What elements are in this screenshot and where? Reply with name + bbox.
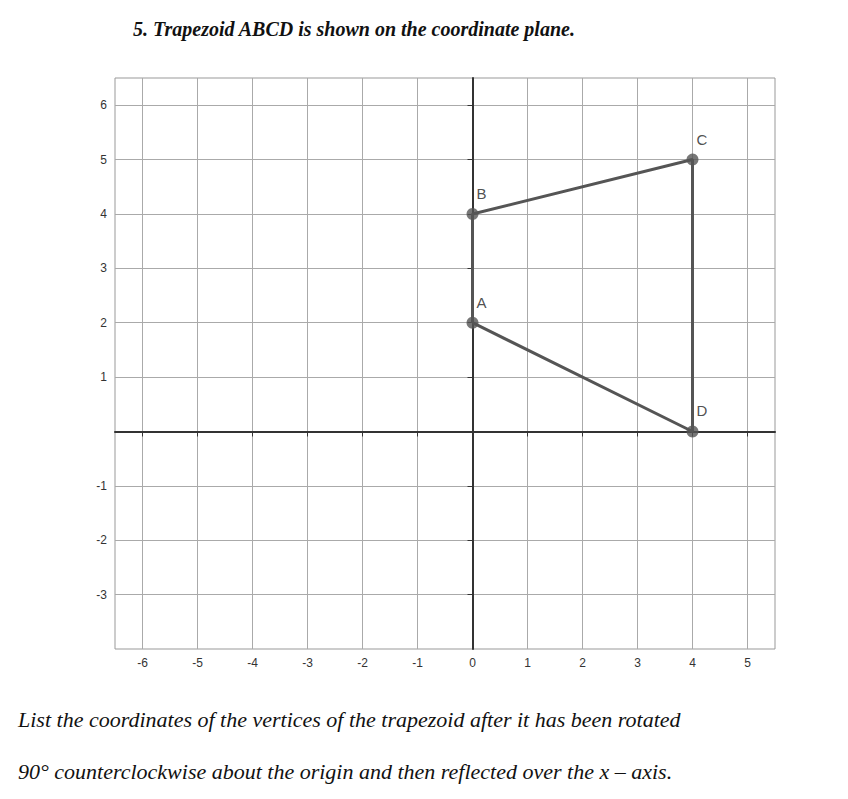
svg-text:-2: -2 [96,533,107,547]
svg-text:1: 1 [524,656,531,670]
svg-text:1: 1 [100,370,107,384]
svg-text:-2: -2 [357,656,368,670]
svg-text:-3: -3 [302,656,313,670]
svg-text:3: 3 [634,656,641,670]
svg-text:-3: -3 [96,588,107,602]
svg-text:5: 5 [744,656,751,670]
svg-text:B: B [477,185,487,202]
svg-text:-1: -1 [96,479,107,493]
svg-text:-4: -4 [247,656,258,670]
svg-text:0: 0 [469,656,476,670]
svg-text:3: 3 [100,261,107,275]
svg-text:A: A [477,294,487,311]
svg-text:4: 4 [100,207,107,221]
svg-text:-5: -5 [192,656,203,670]
svg-text:-1: -1 [412,656,423,670]
svg-text:2: 2 [100,316,107,330]
svg-text:List the coordinates of the ve: List the coordinates of the vertices of … [17,707,682,732]
svg-text:5: 5 [100,153,107,167]
svg-text:90° counterclockwise about the: 90° counterclockwise about the origin an… [18,759,672,784]
svg-text:5. Trapezoid ABCD is shown on: 5. Trapezoid ABCD is shown on the coordi… [133,18,575,41]
svg-text:C: C [697,131,708,148]
svg-text:6: 6 [100,98,107,112]
svg-text:D: D [697,402,708,419]
svg-text:4: 4 [689,656,696,670]
svg-text:-6: -6 [137,656,148,670]
svg-text:2: 2 [579,656,586,670]
